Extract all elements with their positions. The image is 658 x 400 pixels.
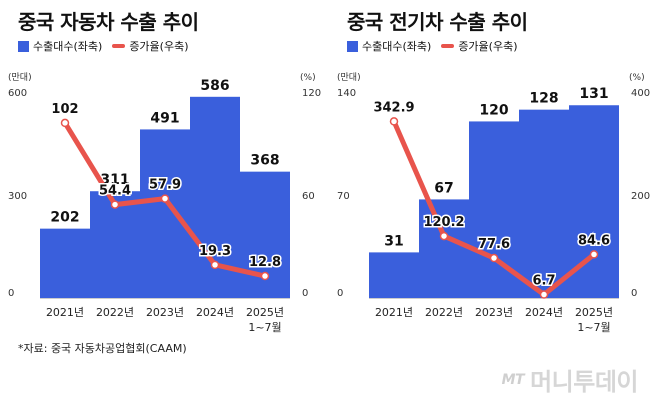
x-tick-label: 2022년 [425,306,463,319]
growth-rate-point [60,118,70,128]
legend-line-swatch [112,44,126,48]
legend-bar-label: 수출대수(좌축) [362,40,432,53]
left-axis-unit: (만대) [8,72,32,83]
bar-value-label: 120 [479,102,508,118]
left-tick-label: 600 [8,88,27,99]
bar-value-label: 31 [384,233,403,249]
legend: 수출대수(좌축) 증가율(우축) [347,38,528,54]
chart-panel-ev-exports: 중국 전기차 수출 추이 수출대수(좌축) 증가율(우축) (만대) (%) 0 70… [329,0,658,340]
bar [40,228,90,298]
source-note: *자료: 중국 자동차공업협회(CAAM) [18,342,187,355]
bar [419,199,469,298]
legend-bar-swatch [18,40,29,52]
x-tick-label: 2024년 [525,306,563,319]
growth-rate-point [260,271,270,281]
x-tick-label: 2024년 [196,306,234,319]
growth-rate-point [389,117,399,126]
bar [140,129,190,298]
x-tick-label: 2023년 [146,306,184,319]
bar-value-label: 67 [434,180,453,196]
growth-rate-label: 342.9 [373,100,414,115]
watermark-prefix: MT [501,371,525,388]
legend-item-bar: 수출대수(좌축) [18,38,102,54]
bar-value-label: 491 [150,110,179,126]
legend-line-swatch [441,44,455,48]
x-tick-label: 1~7월 [248,321,281,334]
legend-item-line: 증가율(우축) [112,38,189,54]
left-tick-label: 0 [337,288,343,299]
watermark-name: 머니투데이 [530,368,638,396]
right-tick-label: 400 [631,88,650,99]
growth-rate-point [539,290,549,299]
growth-rate-point [210,260,220,270]
chart-panel-car-exports: 중국 자동차 수출 추이 수출대수(좌축) 증가율(우축) (만대) (%) 0 30… [0,0,329,340]
legend-item-bar: 수출대수(좌축) [347,38,431,54]
growth-rate-point [439,231,449,241]
growth-rate-label: 84.6 [578,233,610,248]
left-tick-label: 140 [337,88,356,99]
x-tick-label: 2021년 [46,306,84,319]
growth-rate-label: 54.4 [99,184,131,199]
growth-rate-label: 6.7 [532,274,555,289]
chart-title: 중국 자동차 수출 추이 [18,10,199,34]
right-tick-label: 0 [302,288,308,299]
growth-rate-label: 120.2 [423,215,464,230]
growth-rate-label: 19.3 [199,244,231,259]
bar [90,191,140,298]
right-tick-label: 200 [631,191,650,202]
right-tick-label: 0 [631,288,637,299]
car-exports-chart: (만대) (%) 0 300 600 0 60 120 202 311 491 586 368 2021년… [8,72,321,334]
bar-value-label: 128 [529,91,558,107]
x-tick-label: 2021년 [375,306,413,319]
growth-rate-label: 102 [51,102,78,117]
bar-value-label: 202 [50,210,79,226]
left-tick-label: 70 [337,191,350,202]
legend-line-label: 증가율(우축) [129,40,189,53]
bar-value-label: 131 [579,86,608,102]
growth-rate-label: 12.8 [249,255,281,270]
right-axis-unit: (%) [300,73,316,83]
legend-item-line: 증가율(우축) [441,38,518,54]
left-tick-label: 0 [8,288,14,299]
bar [519,109,569,299]
right-tick-label: 60 [302,191,315,202]
legend-bar-swatch [347,40,358,52]
chart-title: 중국 전기차 수출 추이 [347,10,528,34]
left-tick-label: 300 [8,191,27,202]
growth-rate-point [160,194,170,203]
x-tick-label: 2023년 [475,306,513,319]
bar-value-label: 368 [250,153,279,169]
growth-rate-point [489,253,499,263]
growth-rate-point [110,200,120,209]
growth-rate-point [589,250,599,259]
x-tick-label: 2025년 [246,306,284,319]
publisher-watermark: MT 머니투데이 [501,362,639,397]
legend-line-label: 증가율(우축) [458,40,518,53]
growth-rate-label: 77.6 [478,237,510,252]
legend: 수출대수(좌축) 증가율(우축) [18,38,199,54]
bar-value-label: 586 [200,78,229,94]
ev-exports-chart: (만대) (%) 0 70 140 0 200 400 31 67 120 128 131 2021년 20… [337,72,650,334]
left-axis-unit: (만대) [337,72,361,83]
x-tick-label: 2022년 [96,306,134,319]
x-tick-label: 1~7월 [577,321,610,334]
bar [369,252,419,298]
right-axis-unit: (%) [629,73,645,83]
bar-value-label: 311 [100,172,129,188]
right-tick-label: 120 [302,88,321,99]
x-tick-label: 2025년 [575,306,613,319]
growth-rate-label: 57.9 [149,178,181,193]
legend-bar-label: 수출대수(좌축) [33,40,103,53]
